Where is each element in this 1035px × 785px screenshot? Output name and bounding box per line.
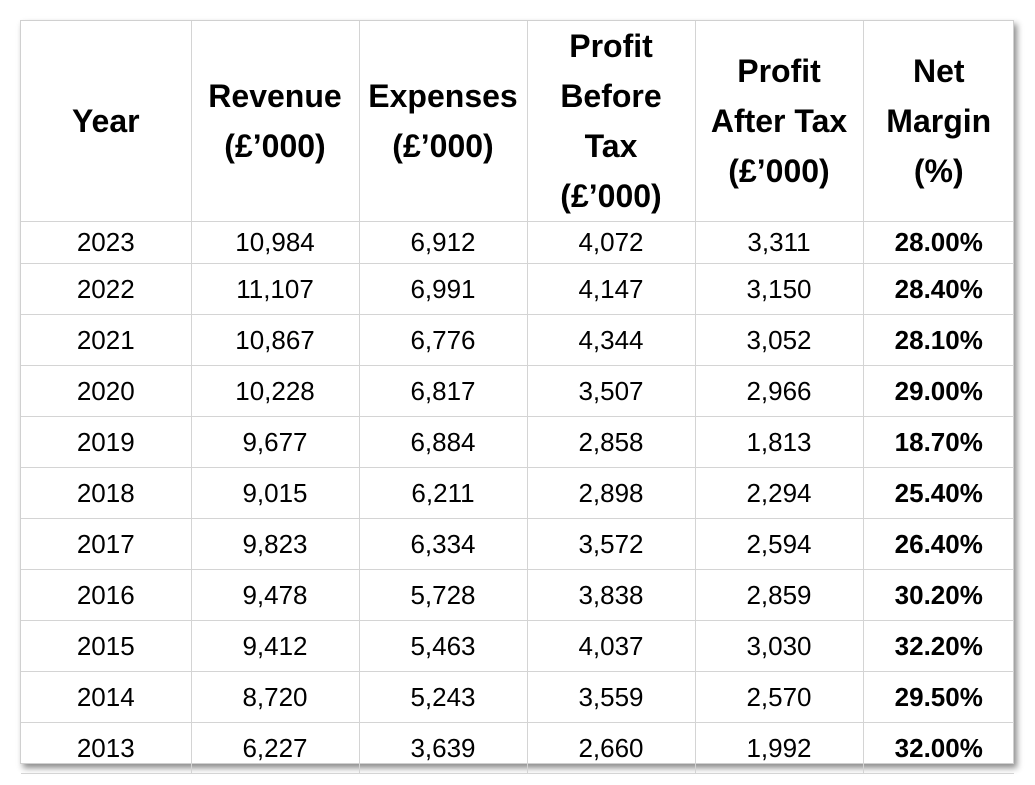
revenue-cell: 10,867 <box>191 314 360 366</box>
expenses-cell: 6,776 <box>359 314 528 366</box>
revenue-cell: 9,478 <box>191 569 360 621</box>
profit-after-tax-cell: 3,030 <box>695 620 864 672</box>
net-margin-cell: 28.10% <box>863 314 1014 366</box>
profit-after-tax-cell: 3,052 <box>695 314 864 366</box>
year-cell: 2017 <box>21 518 192 570</box>
expenses-cell: 6,817 <box>359 365 528 417</box>
header-profit-after-tax: Profit After Tax (£’000) <box>695 21 864 222</box>
profit-after-tax-cell: 3,150 <box>695 263 864 315</box>
year-cell: 2018 <box>21 467 192 519</box>
table-row: 2015 9,412 5,463 4,037 3,030 32.20% <box>21 620 1014 672</box>
profit-before-tax-cell: 3,572 <box>527 518 696 570</box>
revenue-cell: 8,720 <box>191 671 360 723</box>
profit-before-tax-cell: 3,838 <box>527 569 696 621</box>
table-row: 2017 9,823 6,334 3,572 2,594 26.40% <box>21 518 1014 570</box>
revenue-cell: 10,984 <box>191 221 360 264</box>
net-margin-cell: 26.40% <box>863 518 1014 570</box>
year-cell: 2014 <box>21 671 192 723</box>
header-row: Year Revenue (£’000) Expenses (£’000) Pr… <box>21 21 1014 222</box>
year-cell: 2016 <box>21 569 192 621</box>
table-row: 2018 9,015 6,211 2,898 2,294 25.40% <box>21 467 1014 519</box>
profit-after-tax-cell: 2,859 <box>695 569 864 621</box>
expenses-cell: 3,639 <box>359 722 528 774</box>
year-cell: 2020 <box>21 365 192 417</box>
profit-after-tax-cell: 1,813 <box>695 416 864 468</box>
revenue-cell: 9,015 <box>191 467 360 519</box>
header-year: Year <box>21 21 192 222</box>
expenses-cell: 6,334 <box>359 518 528 570</box>
profit-before-tax-cell: 2,660 <box>527 722 696 774</box>
year-cell: 2019 <box>21 416 192 468</box>
expenses-cell: 6,211 <box>359 467 528 519</box>
net-margin-cell: 18.70% <box>863 416 1014 468</box>
profit-after-tax-cell: 2,966 <box>695 365 864 417</box>
table-row: 2021 10,867 6,776 4,344 3,052 28.10% <box>21 314 1014 366</box>
expenses-cell: 5,463 <box>359 620 528 672</box>
revenue-cell: 11,107 <box>191 263 360 315</box>
table-row: 2020 10,228 6,817 3,507 2,966 29.00% <box>21 365 1014 417</box>
revenue-cell: 10,228 <box>191 365 360 417</box>
profit-after-tax-cell: 2,594 <box>695 518 864 570</box>
net-margin-cell: 28.40% <box>863 263 1014 315</box>
net-margin-cell: 25.40% <box>863 467 1014 519</box>
table-frame: Year Revenue (£’000) Expenses (£’000) Pr… <box>20 20 1014 774</box>
net-margin-cell: 29.00% <box>863 365 1014 417</box>
year-cell: 2013 <box>21 722 192 774</box>
table-row: 2014 8,720 5,243 3,559 2,570 29.50% <box>21 671 1014 723</box>
financial-table: Year Revenue (£’000) Expenses (£’000) Pr… <box>21 21 1014 774</box>
year-cell: 2015 <box>21 620 192 672</box>
expenses-cell: 6,912 <box>359 221 528 264</box>
profit-before-tax-cell: 2,898 <box>527 467 696 519</box>
header-profit-before-tax: Profit Before Tax (£’000) <box>527 21 696 222</box>
profit-before-tax-cell: 3,507 <box>527 365 696 417</box>
revenue-cell: 9,412 <box>191 620 360 672</box>
profit-after-tax-cell: 2,294 <box>695 467 864 519</box>
profit-before-tax-cell: 4,147 <box>527 263 696 315</box>
profit-after-tax-cell: 2,570 <box>695 671 864 723</box>
profit-before-tax-cell: 4,072 <box>527 221 696 264</box>
expenses-cell: 5,728 <box>359 569 528 621</box>
header-expenses: Expenses (£’000) <box>359 21 528 222</box>
profit-before-tax-cell: 4,344 <box>527 314 696 366</box>
table-row: 2013 6,227 3,639 2,660 1,992 32.00% <box>21 722 1014 774</box>
profit-before-tax-cell: 3,559 <box>527 671 696 723</box>
table-body: 2023 10,984 6,912 4,072 3,311 28.00% 2022 11,10… <box>21 221 1014 774</box>
expenses-cell: 5,243 <box>359 671 528 723</box>
year-cell: 2021 <box>21 314 192 366</box>
year-cell: 2022 <box>21 263 192 315</box>
net-margin-cell: 28.00% <box>863 221 1014 264</box>
net-margin-cell: 32.00% <box>863 722 1014 774</box>
revenue-cell: 9,823 <box>191 518 360 570</box>
profit-before-tax-cell: 4,037 <box>527 620 696 672</box>
net-margin-cell: 29.50% <box>863 671 1014 723</box>
header-net-margin: Net Margin (%) <box>863 21 1014 222</box>
table-row: 2016 9,478 5,728 3,838 2,859 30.20% <box>21 569 1014 621</box>
year-cell: 2023 <box>21 221 192 264</box>
net-margin-cell: 32.20% <box>863 620 1014 672</box>
profit-after-tax-cell: 3,311 <box>695 221 864 264</box>
expenses-cell: 6,884 <box>359 416 528 468</box>
table-row: 2022 11,107 6,991 4,147 3,150 28.40% <box>21 263 1014 315</box>
table-row: 2023 10,984 6,912 4,072 3,311 28.00% <box>21 221 1014 264</box>
profit-after-tax-cell: 1,992 <box>695 722 864 774</box>
expenses-cell: 6,991 <box>359 263 528 315</box>
table-row: 2019 9,677 6,884 2,858 1,813 18.70% <box>21 416 1014 468</box>
header-revenue: Revenue (£’000) <box>191 21 360 222</box>
revenue-cell: 9,677 <box>191 416 360 468</box>
profit-before-tax-cell: 2,858 <box>527 416 696 468</box>
revenue-cell: 6,227 <box>191 722 360 774</box>
net-margin-cell: 30.20% <box>863 569 1014 621</box>
